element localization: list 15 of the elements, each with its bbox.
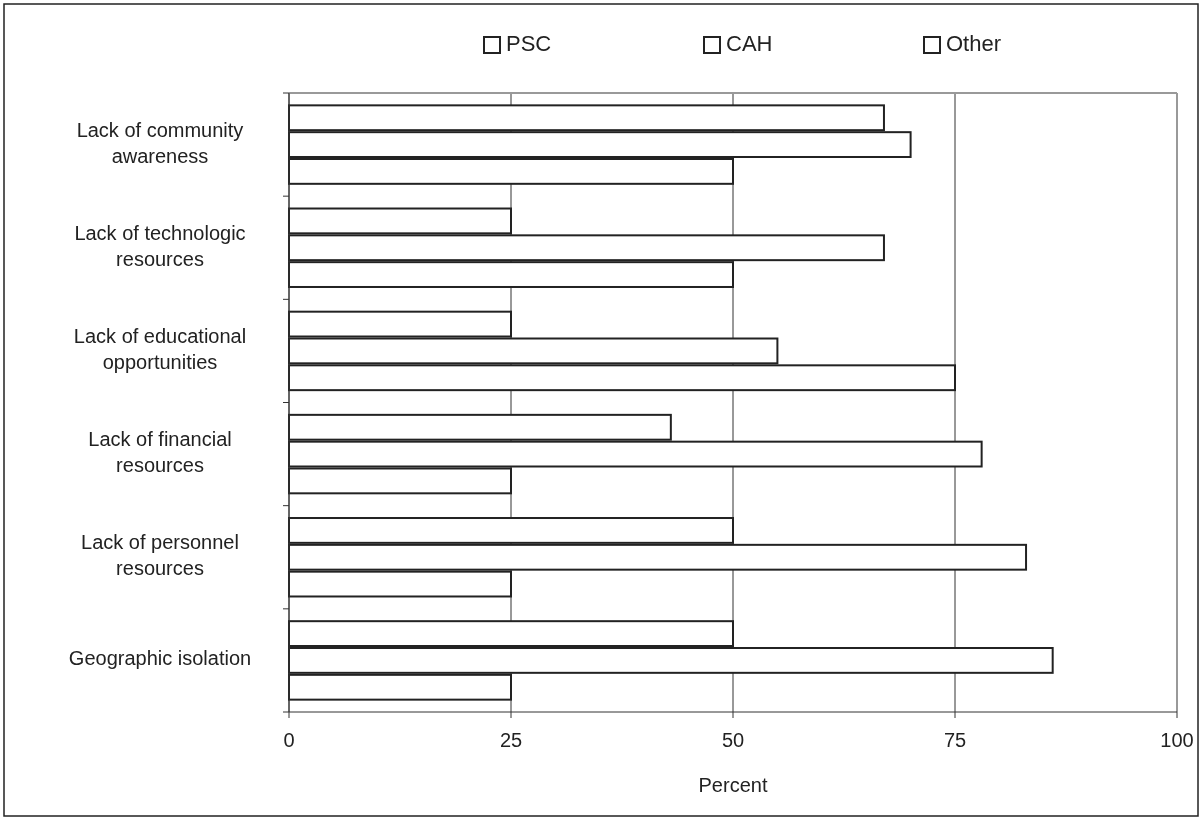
y-tick-label: Lack of financial resources (88, 428, 232, 477)
y-tick-label: Geographic isolation (68, 647, 252, 670)
legend-label: Other (946, 30, 1002, 56)
legend-label: CAH (726, 30, 773, 56)
x-tick-label: 0 (283, 729, 295, 751)
x-tick-label: 25 (499, 729, 523, 751)
y-tick-label: Lack of personnel resources (81, 531, 239, 580)
legend-label: PSC (506, 30, 552, 56)
y-tick-label: Lack of technologic resources (74, 222, 246, 271)
x-tick-label: 75 (943, 729, 967, 751)
x-axis-title: Percent (698, 774, 768, 796)
y-tick-label: Lack of educational opportunities (73, 325, 247, 374)
y-tick-label: Lack of community awareness (76, 118, 244, 167)
x-tick-label: 100 (1160, 729, 1194, 751)
x-tick-label: 50 (721, 729, 745, 751)
